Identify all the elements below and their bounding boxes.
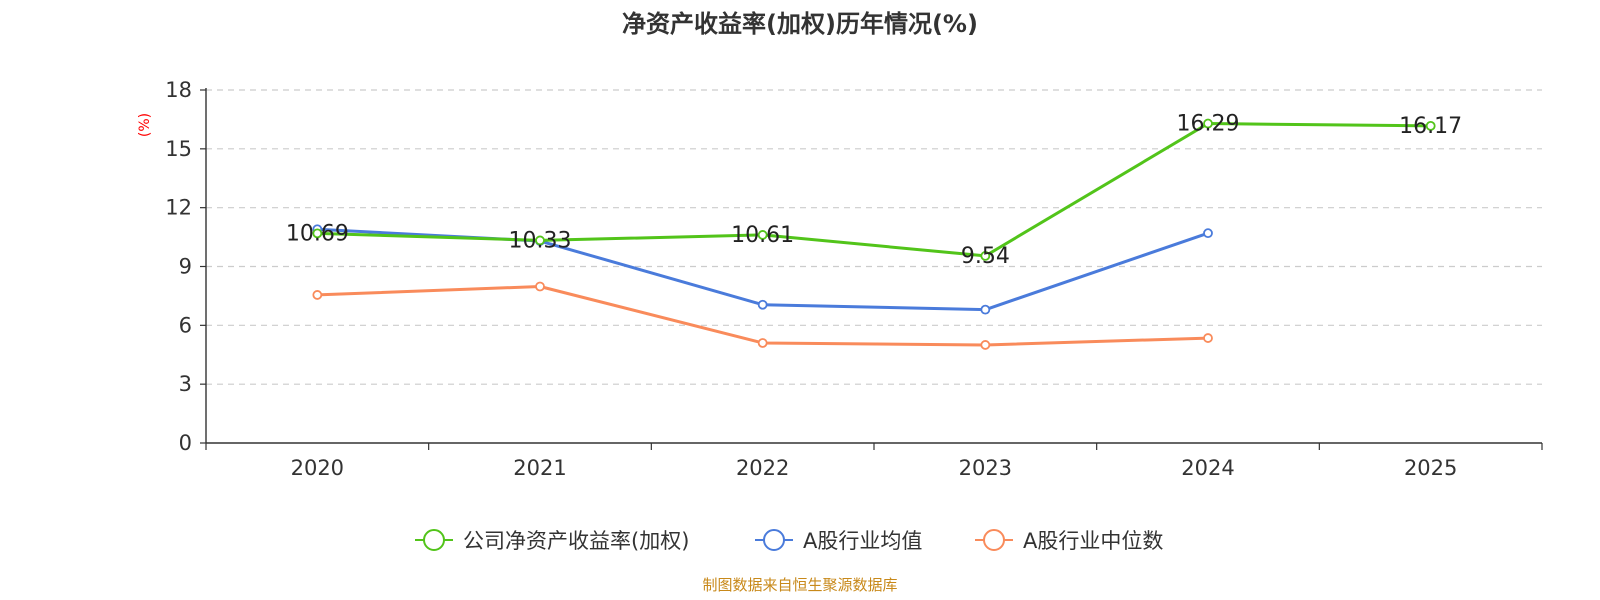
legend-label: A股行业中位数 (1023, 529, 1163, 553)
y-tick-label: 15 (165, 137, 192, 161)
data-point (1203, 228, 1213, 239)
y-tick-label: 0 (179, 431, 192, 455)
chart-title: 净资产收益率(加权)历年情况(%) (622, 10, 978, 38)
data-point (535, 235, 545, 246)
data-labels: 10.69 10.33 10.61 9.54 16.29 16.17 (286, 112, 1462, 269)
legend-item-1: A股行业均值 (755, 529, 922, 553)
legend-label: A股行业均值 (803, 529, 922, 553)
data-point (980, 304, 991, 315)
y-tick-label: 9 (179, 255, 192, 279)
data-point (757, 230, 768, 240)
data-point (757, 299, 768, 310)
data-point (980, 251, 991, 261)
data-point (757, 338, 768, 348)
data-label: 16.17 (1399, 114, 1462, 139)
y-tick-label: 12 (165, 196, 192, 220)
data-label: 16.29 (1177, 112, 1240, 137)
grid-lines (206, 89, 1542, 385)
y-tick-label: 3 (179, 372, 192, 396)
data-label: 9.54 (961, 244, 1010, 269)
legend-marker (763, 529, 785, 551)
data-point (312, 290, 323, 300)
x-tick-label: 2024 (1181, 456, 1234, 480)
data-point (312, 228, 323, 239)
series-line (317, 122, 1431, 258)
legend-item-0: 公司净资产收益率(加权) (415, 529, 689, 553)
data-point (980, 340, 991, 350)
data-point (535, 281, 545, 292)
x-tick-label: 2020 (291, 456, 344, 480)
data-label: 10.61 (731, 223, 794, 248)
x-tick-label: 2022 (736, 456, 789, 480)
legend-marker (983, 529, 1005, 551)
y-tick-label: 18 (165, 78, 192, 102)
legend-marker (423, 529, 445, 551)
source-note: 制图数据来自恒生聚源数据库 (702, 576, 897, 594)
series-line (317, 285, 1209, 347)
y-axis-label: (%) (137, 113, 153, 137)
data-label: 10.69 (286, 221, 349, 246)
data-label: 10.33 (509, 228, 572, 253)
x-tick-label: 2021 (513, 456, 566, 480)
legend: 公司净资产收益率(加权) A股行业均值 A股行业中位数 (415, 529, 1163, 553)
series-0 (312, 118, 1436, 261)
data-point (1203, 333, 1213, 343)
x-tick-label: 2023 (959, 456, 1012, 480)
legend-label: 公司净资产收益率(加权) (463, 529, 689, 553)
series-2 (312, 281, 1213, 350)
data-point (1425, 120, 1436, 131)
data-point (1203, 118, 1213, 129)
legend-item-2: A股行业中位数 (975, 529, 1163, 553)
x-tick-label: 2025 (1404, 456, 1457, 480)
axes: 0 3 6 9 12 15 18 2020 2021 2022 2023 2024 2025 (165, 78, 1543, 480)
series-group (312, 118, 1436, 350)
y-tick-label: 6 (179, 313, 192, 337)
